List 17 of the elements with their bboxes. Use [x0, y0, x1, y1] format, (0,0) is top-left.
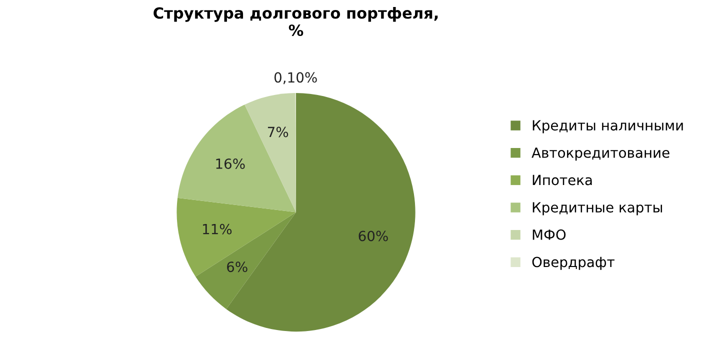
data-label: 16% — [216, 158, 245, 169]
data-label: 60% — [358, 230, 388, 242]
pie-slice — [176, 198, 296, 277]
chart-title: Структура долгового портфеля, % — [154, 6, 438, 36]
legend-label: Автокредитование — [532, 148, 670, 161]
pie-slice — [196, 212, 296, 310]
legend-label: Ипотека — [532, 174, 592, 186]
data-label: 0,10% — [274, 72, 317, 84]
legend-label: Кредиты наличными — [532, 120, 683, 134]
data-label: 11% — [203, 224, 232, 234]
legend-label: Овердрафт — [532, 256, 614, 270]
legend-label: Кредитные карты — [532, 202, 662, 216]
data-label: 7% — [268, 126, 288, 138]
pie-slice — [244, 92, 296, 212]
pie-slice — [178, 104, 296, 212]
data-label: 6% — [227, 262, 248, 272]
legend-label: МФО — [532, 229, 566, 240]
